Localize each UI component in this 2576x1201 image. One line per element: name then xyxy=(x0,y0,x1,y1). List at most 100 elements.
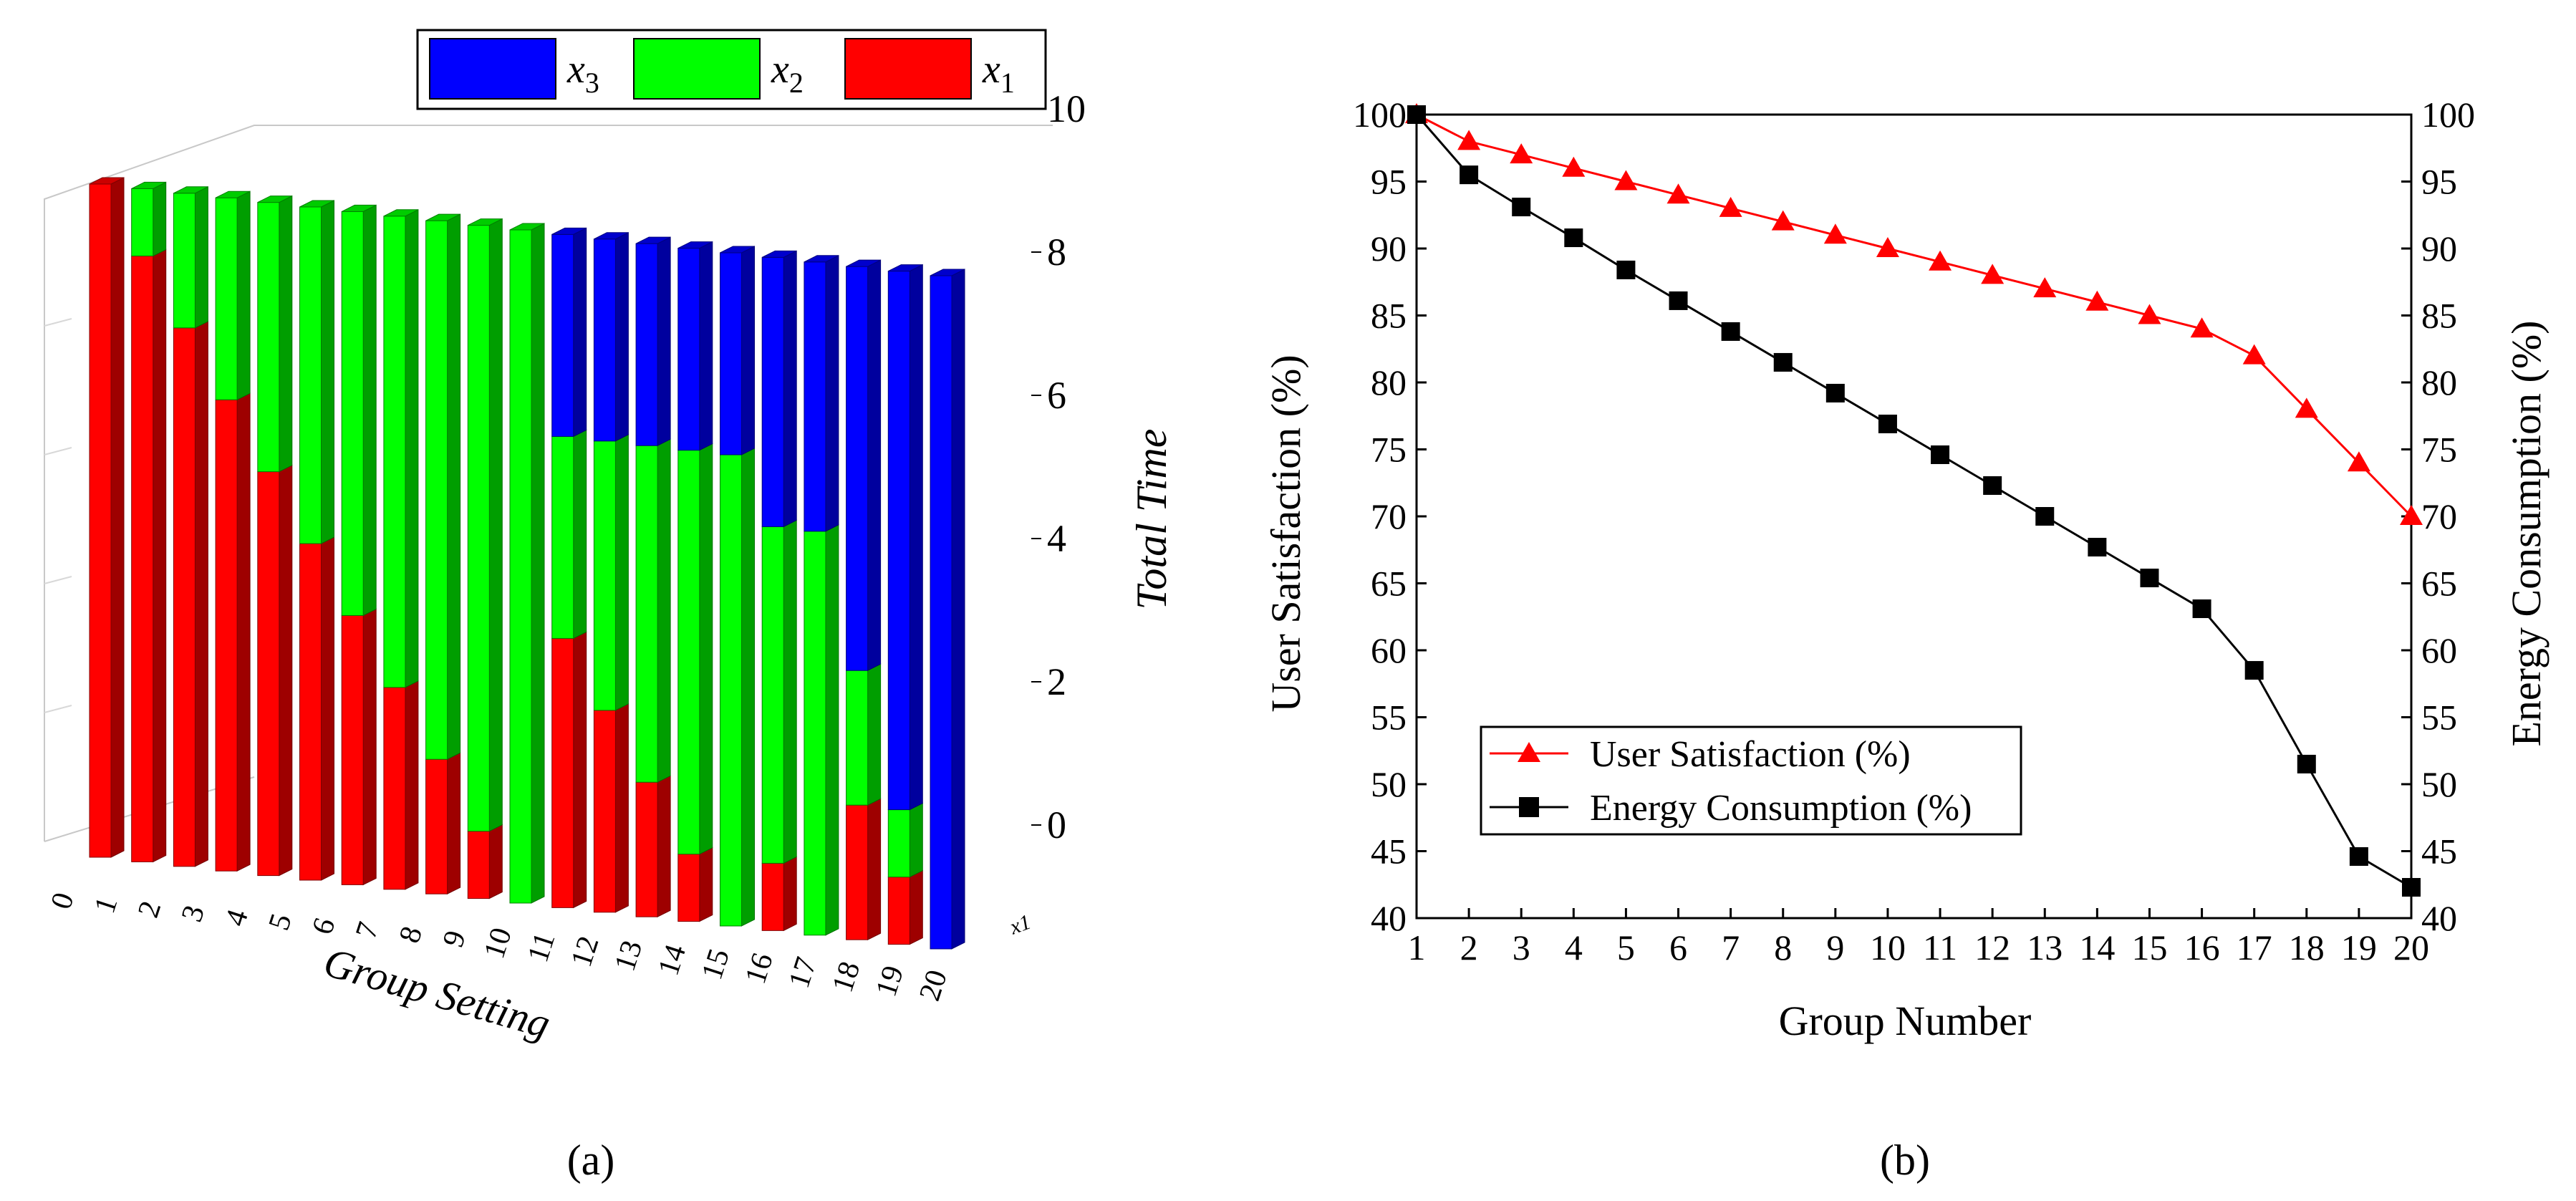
y2-tick-label: 40 xyxy=(2421,898,2457,938)
bar-top xyxy=(173,186,208,194)
bar-segment-side xyxy=(405,208,419,688)
bar-segment-x2 xyxy=(846,670,869,806)
y-tick-label: 100 xyxy=(1353,95,1407,135)
x-tick-label: 18 xyxy=(826,958,867,996)
data-point-satisfaction xyxy=(1457,130,1481,150)
x-tick-label: 11 xyxy=(1923,927,1957,968)
bar-group-6 xyxy=(341,204,377,886)
bar-segment-side xyxy=(867,663,882,806)
bar-group-4 xyxy=(257,195,293,877)
y-tick-label: 85 xyxy=(1371,296,1407,336)
data-point-energy xyxy=(2244,661,2264,680)
y-tick-label: 90 xyxy=(1371,228,1407,269)
z-tick-label: 2 xyxy=(1047,660,1066,703)
data-point-energy xyxy=(2140,569,2159,588)
data-point-energy xyxy=(1878,414,1897,433)
bar-segment-side xyxy=(488,218,503,832)
bar-segment-side xyxy=(362,204,377,617)
bar-segment-x1 xyxy=(467,831,490,899)
bar-top xyxy=(761,250,797,258)
data-point-satisfaction xyxy=(2085,290,2109,311)
legend-swatch-x1 xyxy=(844,38,972,100)
bar-segment-side xyxy=(825,254,839,532)
data-point-energy xyxy=(1773,352,1793,372)
data-point-energy xyxy=(2192,599,2211,619)
bar-group-0 xyxy=(89,177,125,858)
bar-segment-side xyxy=(741,448,755,927)
bar-segment-side xyxy=(110,177,125,858)
y-tick-label: 70 xyxy=(1371,496,1407,536)
bar-segment-x1 xyxy=(551,637,574,908)
bar-segment-side xyxy=(657,775,671,917)
data-point-satisfaction xyxy=(2033,277,2057,298)
bar-segment-x1 xyxy=(257,471,280,877)
bar-segment-x1 xyxy=(761,862,784,931)
x-tick-label: 7 xyxy=(1722,927,1740,968)
x-tick-label: 11 xyxy=(521,929,561,967)
bar-segment-x1 xyxy=(425,758,448,894)
x-tick-label: 5 xyxy=(1617,927,1635,968)
bar-top xyxy=(551,227,587,235)
x-tick-label: 12 xyxy=(565,932,606,971)
data-point-satisfaction xyxy=(2242,344,2266,365)
y2-tick-label: 100 xyxy=(2421,95,2475,135)
bar-segment-x1 xyxy=(677,854,700,922)
bar-group-7 xyxy=(383,208,419,890)
chart-a-legend: x3 x2 x1 xyxy=(416,29,1047,110)
y2-tick-label: 50 xyxy=(2421,764,2457,804)
bar-segment-x3 xyxy=(887,271,910,811)
bar-segment-side xyxy=(236,392,251,872)
panel-label-b: (b) xyxy=(1880,1137,1930,1184)
chart-a-y-axis-title: Total Time xyxy=(1128,429,1175,610)
data-point-satisfaction xyxy=(2190,317,2214,338)
bar-group-16 xyxy=(761,250,797,932)
bar-segment-side xyxy=(321,200,334,544)
data-point-energy xyxy=(1564,228,1583,248)
bar-segment-x1 xyxy=(341,614,364,885)
x-tick-label: 4 xyxy=(1565,927,1583,968)
x-tick-label: 4 xyxy=(219,905,255,930)
data-point-satisfaction xyxy=(2138,304,2161,324)
bar-segment-side xyxy=(573,227,587,438)
bar-segment-x2 xyxy=(383,216,406,688)
bar-top xyxy=(635,236,671,244)
data-point-energy xyxy=(2349,847,2368,866)
bar-segment-x2 xyxy=(677,450,700,855)
bar-segment-side xyxy=(867,259,882,671)
bar-segment-side xyxy=(909,264,923,811)
legend-marker-square xyxy=(1519,797,1539,817)
bar-segment-x2 xyxy=(215,197,238,400)
y-tick-label: 60 xyxy=(1371,630,1407,670)
bar-top xyxy=(804,255,839,263)
bar-group-19 xyxy=(887,264,923,945)
y2-tick-label: 75 xyxy=(2421,430,2457,470)
bar-segment-side xyxy=(909,802,923,878)
x-tick-label: 10 xyxy=(478,924,518,963)
bar-segment-side xyxy=(699,443,713,855)
x-tick-label: 1 xyxy=(1408,927,1426,968)
bar-segment-side xyxy=(236,190,251,401)
bar-segment-side xyxy=(405,680,419,890)
bar-segment-x2 xyxy=(425,220,448,760)
bar-segment-side xyxy=(614,433,629,711)
x-tick-label: 19 xyxy=(2341,927,2377,968)
bar-top xyxy=(720,246,755,254)
bar-segment-x3 xyxy=(551,233,574,437)
bar-segment-side xyxy=(153,181,167,257)
bar-segment-x1 xyxy=(887,877,910,945)
x-tick-label: 15 xyxy=(2131,927,2167,968)
bar-top xyxy=(425,213,460,221)
x-tick-label: 2 xyxy=(1460,927,1478,968)
bar-segment-side xyxy=(279,195,293,473)
bar-top xyxy=(257,196,293,203)
bar-top xyxy=(341,204,377,212)
x-tick-label: 17 xyxy=(783,953,824,992)
x-tick-label: 2 xyxy=(132,897,168,922)
bar-top xyxy=(468,218,503,226)
x-tick-label: 3 xyxy=(175,902,211,926)
chart-b-y-axis-title: User Satisfaction (%) xyxy=(1263,354,1309,712)
bar-segment-x2 xyxy=(467,225,490,832)
x-tick-label: 16 xyxy=(2184,927,2220,968)
bar-group-8 xyxy=(425,213,461,894)
